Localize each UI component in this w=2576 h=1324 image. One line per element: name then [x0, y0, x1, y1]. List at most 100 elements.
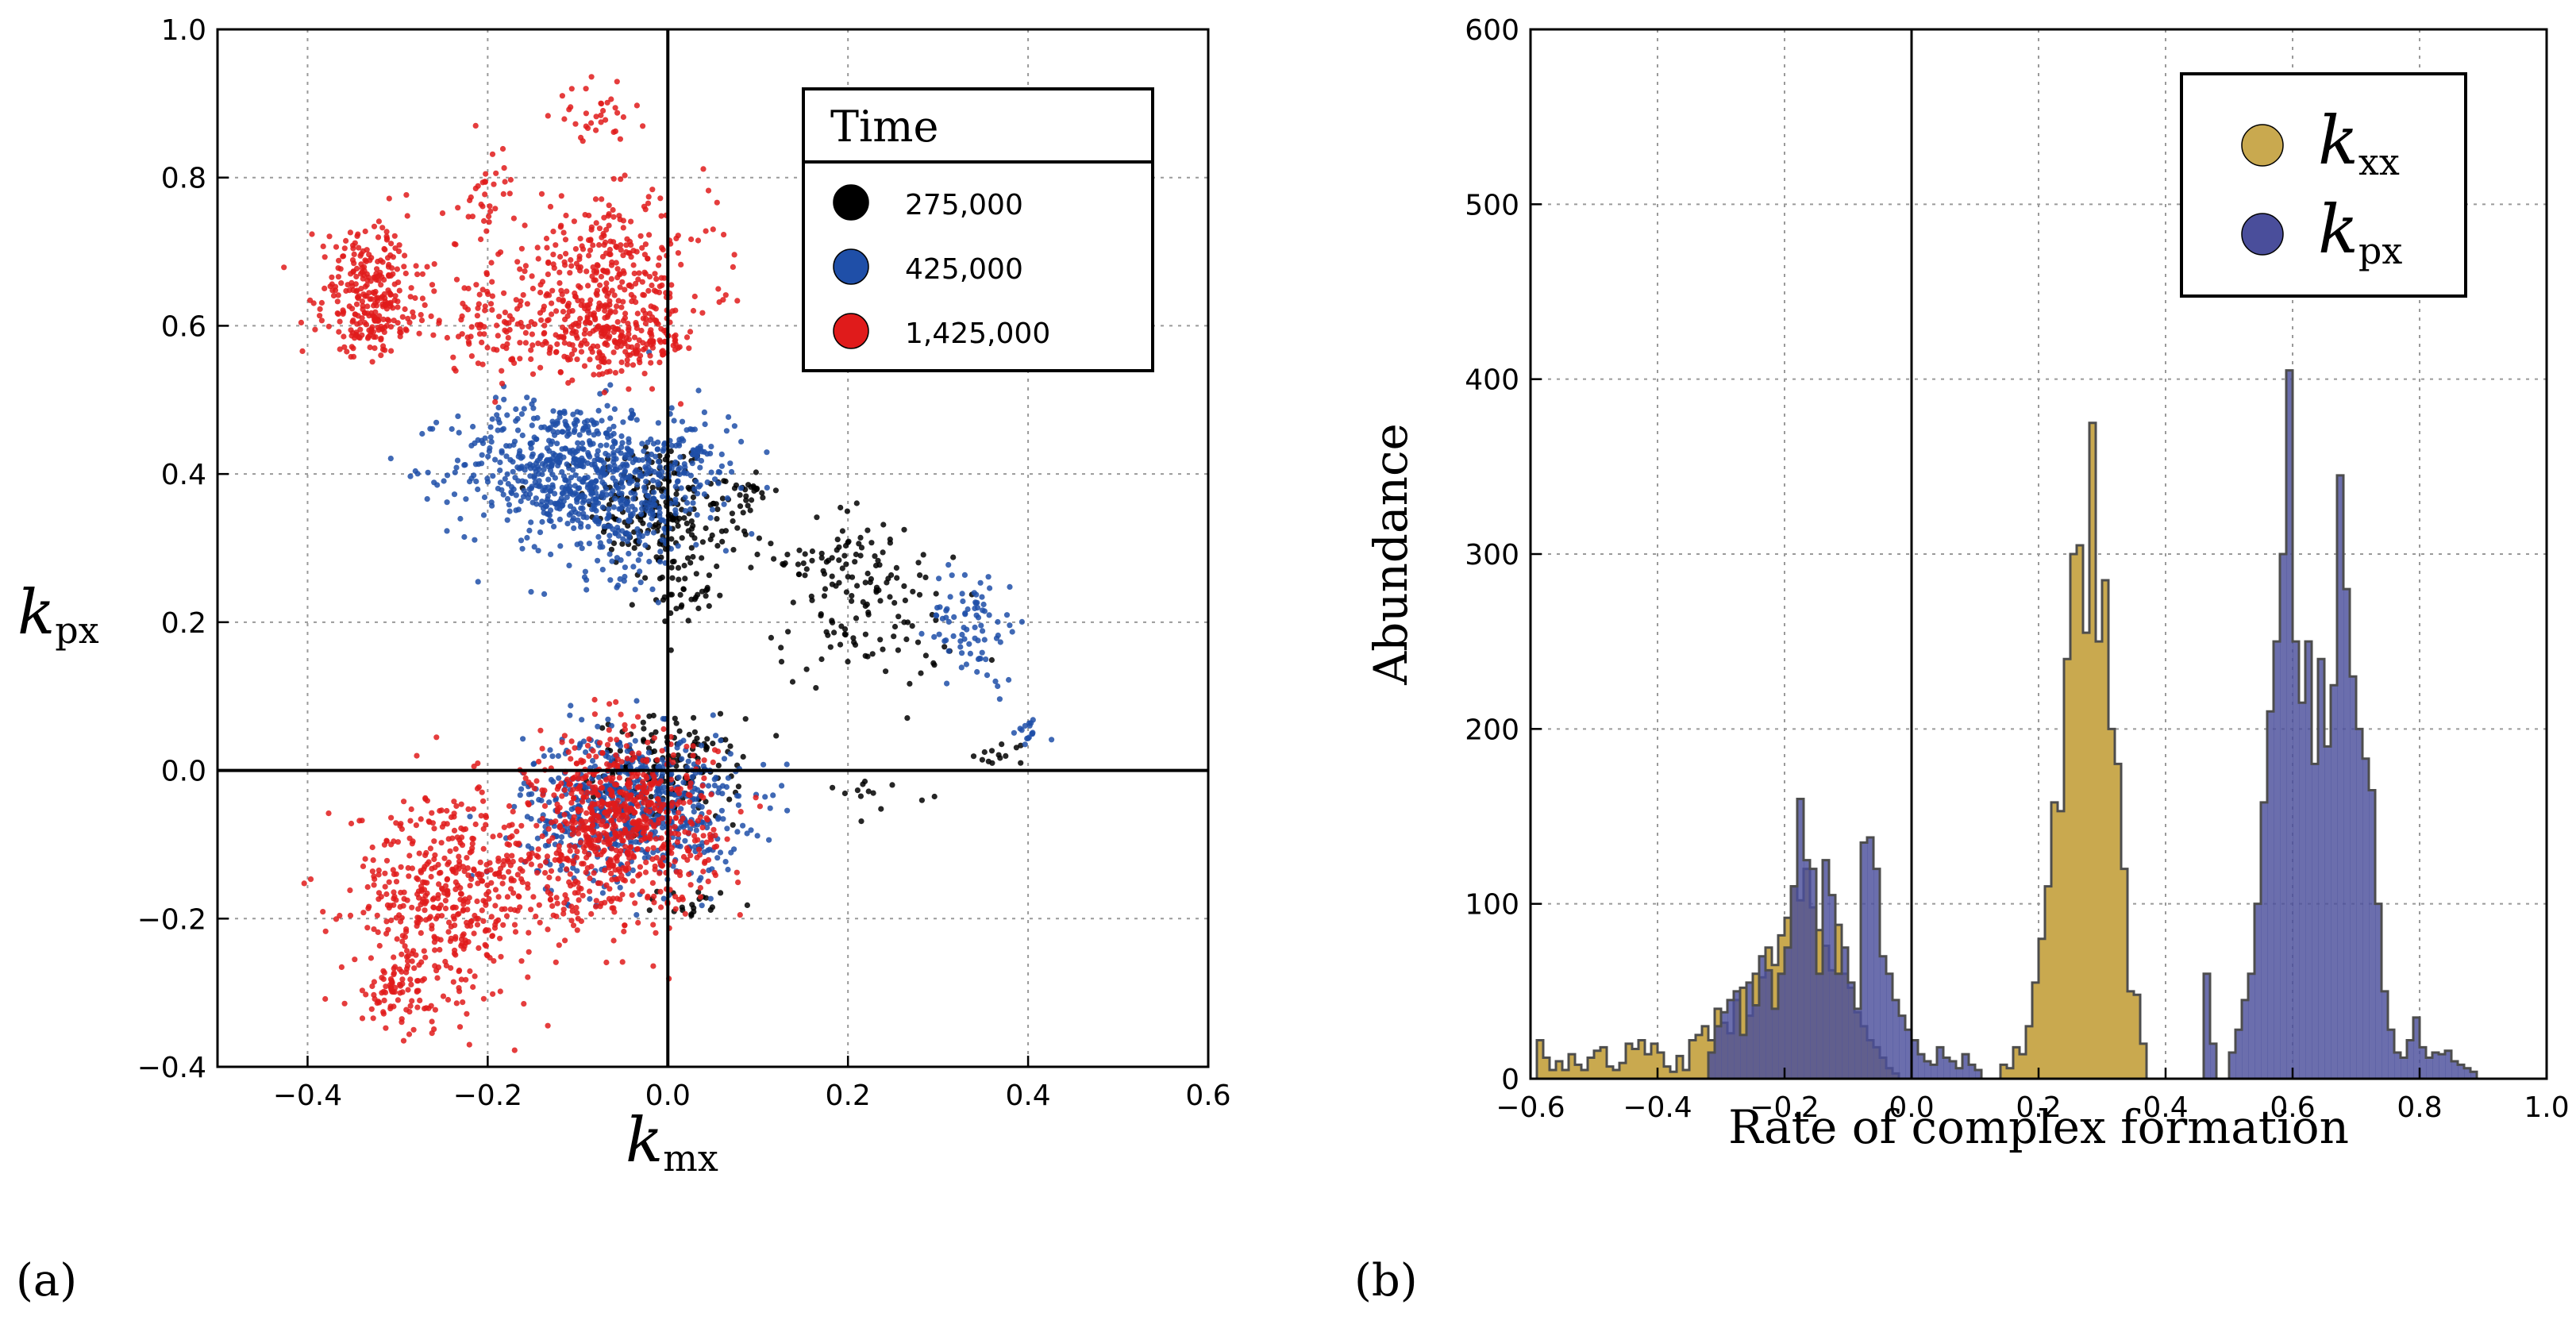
- scatter-point: [633, 417, 640, 423]
- scatter-point: [447, 938, 454, 945]
- scatter-point: [686, 345, 692, 352]
- scatter-point: [593, 220, 599, 226]
- scatter-point: [604, 741, 611, 748]
- scatter-point: [883, 668, 889, 675]
- scatter-point: [416, 330, 422, 337]
- scatter-point: [659, 756, 665, 763]
- scatter-point: [387, 324, 395, 330]
- scatter-point: [630, 867, 636, 873]
- scatter-point: [606, 298, 613, 304]
- scatter-point: [445, 929, 452, 935]
- scatter-point: [650, 845, 657, 851]
- scatter-point: [880, 549, 886, 556]
- scatter-point: [483, 822, 489, 828]
- scatter-point: [464, 906, 471, 913]
- scatter-point: [518, 298, 524, 305]
- scatter-point: [492, 398, 499, 405]
- scatter-point: [483, 228, 490, 234]
- histogram-bar: [1537, 1040, 1544, 1079]
- scatter-point: [538, 424, 545, 431]
- scatter-point: [889, 782, 895, 788]
- scatter-point: [522, 329, 529, 336]
- histogram-y-tick-label: 0: [1501, 1064, 1519, 1096]
- scatter-point: [660, 895, 667, 902]
- scatter-point: [431, 288, 437, 294]
- scatter-point: [378, 295, 384, 302]
- scatter-point: [531, 473, 537, 479]
- scatter-point: [398, 864, 404, 870]
- scatter-point: [588, 815, 595, 822]
- histogram-bar: [2343, 589, 2351, 1079]
- scatter-point: [715, 286, 722, 292]
- scatter-point: [599, 567, 606, 573]
- scatter-point: [553, 349, 560, 356]
- scatter-point: [639, 441, 645, 447]
- scatter-point: [603, 117, 609, 123]
- scatter-point: [593, 420, 599, 426]
- scatter-point: [691, 844, 698, 850]
- scatter-y-tick-label: 0.2: [161, 607, 206, 640]
- scatter-point: [561, 116, 568, 122]
- scatter-point: [560, 309, 567, 315]
- scatter-point: [336, 257, 342, 264]
- scatter-point: [469, 835, 476, 841]
- scatter-point: [841, 790, 848, 797]
- scatter-point: [705, 783, 712, 789]
- scatter-point: [943, 637, 949, 644]
- scatter-point: [479, 339, 485, 345]
- scatter-point: [427, 914, 433, 920]
- scatter-point: [543, 292, 549, 298]
- scatter-point: [526, 491, 533, 498]
- scatter-point: [397, 822, 403, 829]
- scatter-point: [474, 785, 481, 792]
- histogram-bar: [2020, 1054, 2027, 1079]
- histogram-bar: [1810, 868, 1817, 1079]
- scatter-point: [1025, 735, 1031, 741]
- scatter-point: [829, 573, 835, 579]
- scatter-point: [655, 458, 661, 465]
- scatter-point: [790, 599, 796, 606]
- scatter-point: [646, 907, 653, 914]
- scatter-point: [591, 772, 597, 778]
- scatter-point: [451, 491, 458, 498]
- scatter-point: [426, 819, 433, 826]
- scatter-point: [545, 113, 551, 119]
- scatter-point: [348, 820, 355, 827]
- scatter-point: [550, 459, 556, 465]
- scatter-point: [970, 753, 977, 760]
- scatter-point: [668, 791, 674, 797]
- scatter-point: [715, 814, 722, 821]
- scatter-point: [646, 833, 653, 840]
- scatter-point: [656, 471, 662, 478]
- scatter-point: [814, 514, 820, 521]
- scatter-point: [610, 423, 617, 429]
- histogram-bar: [2382, 991, 2389, 1079]
- scatter-point: [672, 715, 678, 722]
- scatter-point: [564, 829, 571, 835]
- scatter-point: [553, 242, 559, 248]
- scatter-point: [618, 872, 625, 879]
- scatter-point: [401, 895, 407, 902]
- scatter-point: [518, 245, 526, 252]
- scatter-point: [534, 244, 541, 251]
- scatter-point: [543, 235, 550, 242]
- scatter-point: [601, 829, 607, 836]
- scatter-point: [487, 434, 494, 441]
- scatter-point: [864, 527, 871, 533]
- scatter-point: [398, 889, 404, 896]
- scatter-point: [829, 581, 835, 587]
- scatter-point: [606, 754, 612, 760]
- scatter-point: [529, 845, 535, 852]
- scatter-point: [851, 639, 857, 645]
- scatter-point: [625, 506, 631, 514]
- scatter-point: [400, 903, 406, 909]
- scatter-point: [759, 490, 765, 496]
- scatter-point: [719, 791, 726, 797]
- scatter-point: [735, 783, 742, 790]
- scatter-point: [459, 313, 465, 319]
- scatter-point: [641, 346, 647, 352]
- scatter-point: [418, 869, 425, 876]
- scatter-point: [936, 631, 942, 637]
- scatter-panel: −0.4 −0.2 0.0 0.2 0.4 0.6 −0.4−0.20.00.20.40.…: [16, 14, 1231, 1307]
- scatter-point: [626, 331, 632, 337]
